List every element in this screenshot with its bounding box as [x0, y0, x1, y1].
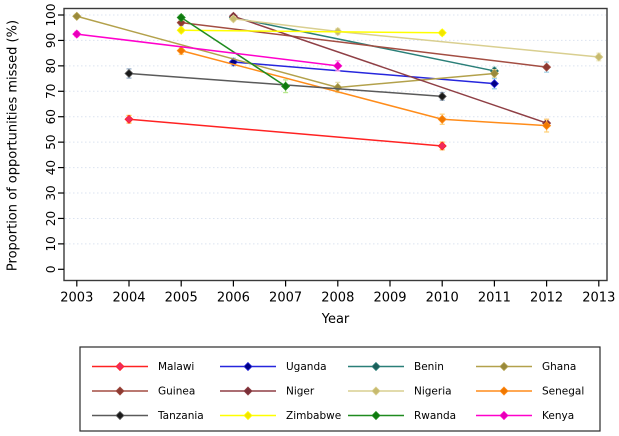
marker-senegal-2005	[176, 46, 186, 56]
marker-malawi-2004	[124, 114, 134, 124]
legend-box	[79, 346, 601, 432]
legend-item-ghana: Ghana	[476, 361, 576, 373]
legend-label: Zimbabwe	[286, 410, 341, 422]
legend-label: Kenya	[542, 410, 574, 422]
legend-swatch-marker	[243, 386, 253, 396]
x-axis-tick-label: 2012	[530, 291, 563, 306]
series-line-rwanda	[180, 16, 287, 87]
marker-uganda-2011	[489, 79, 499, 89]
legend-label: Benin	[414, 361, 444, 373]
y-axis-tick-label: 60	[44, 109, 58, 124]
y-axis-tick-label: 10	[44, 236, 58, 251]
x-axis-tick-label: 2003	[60, 291, 93, 306]
legend-swatch-marker	[499, 386, 509, 396]
legend-item-senegal: Senegal	[476, 386, 584, 398]
legend-item-guinea: Guinea	[92, 386, 195, 398]
marker-senegal-2010	[437, 114, 447, 124]
marker-ghana-2008	[333, 82, 343, 93]
marker-tanzania-2010	[437, 91, 447, 101]
legend-item-tanzania: Tanzania	[92, 410, 204, 422]
series-line-guinea	[181, 21, 547, 68]
y-axis-tick-label: 70	[44, 84, 58, 99]
legend-swatch-marker	[243, 361, 253, 372]
legend-item-nigeria: Nigeria	[348, 386, 452, 398]
y-axis-tick-label: 50	[44, 135, 58, 150]
legend-label: Uganda	[286, 361, 327, 373]
marker-senegal-2012	[542, 121, 552, 131]
legend-label: Ghana	[542, 361, 576, 373]
x-axis-tick-label: 2005	[165, 291, 198, 306]
legend-item-zimbabwe: Zimbabwe	[220, 410, 341, 422]
series-line-ghana	[76, 15, 495, 89]
series-line-niger	[233, 15, 547, 124]
marker-nigeria-2013	[594, 52, 604, 62]
legend-item-rwanda: Rwanda	[348, 410, 456, 422]
x-axis-tick-label: 2008	[321, 291, 354, 306]
legend-item-malawi: Malawi	[92, 361, 194, 373]
legend-item-uganda: Uganda	[220, 361, 327, 373]
x-axis-tick-label: 2009	[373, 291, 406, 306]
y-axis-title: Proportion of opportunities missed (%)	[5, 19, 21, 272]
legend-swatch-marker	[115, 386, 125, 396]
x-axis-tick-label: 2013	[582, 291, 615, 306]
legend-swatch-marker	[371, 386, 381, 396]
y-axis-tick-label: 40	[44, 160, 58, 175]
legend-label: Senegal	[542, 386, 584, 398]
x-axis-tick-label: 2007	[269, 291, 302, 306]
x-axis-tick-label: 2011	[478, 291, 511, 306]
y-axis-tick-label: 0	[44, 265, 58, 273]
series-line-malawi	[128, 118, 443, 147]
marker-ghana-2011	[489, 68, 499, 79]
y-axis-tick-label: 30	[44, 185, 58, 200]
legend-item-niger: Niger	[220, 386, 315, 398]
legend-swatch-marker	[115, 410, 125, 421]
x-axis-title: Year	[321, 312, 350, 327]
y-axis-tick-label: 80	[44, 58, 58, 73]
x-axis-tick-label: 2006	[217, 291, 250, 306]
y-axis-tick-label: 20	[44, 211, 58, 226]
x-axis-tick-label: 2004	[112, 291, 145, 306]
marker-zimbabwe-2005	[176, 25, 186, 35]
legend-swatch-marker	[371, 410, 381, 421]
marker-rwanda-2005	[176, 12, 186, 23]
marker-rwanda-2007	[281, 81, 291, 91]
x-axis-tick-label: 2010	[426, 291, 459, 306]
series-line-kenya	[76, 33, 338, 67]
legend-item-kenya: Kenya	[476, 410, 574, 422]
marker-kenya-2003	[72, 29, 82, 39]
legend-swatch-marker	[499, 410, 509, 421]
legend-swatch-marker	[243, 410, 253, 421]
legend-swatch-marker	[499, 361, 509, 372]
y-axis-tick-label: 100	[44, 4, 58, 27]
marker-nigeria-2006	[228, 14, 238, 24]
marker-kenya-2008	[333, 61, 343, 71]
marker-ghana-2003	[72, 11, 82, 21]
marker-tanzania-2004	[124, 68, 134, 79]
legend-label: Guinea	[158, 386, 195, 398]
legend-label: Malawi	[158, 361, 194, 373]
legend-swatch-marker	[115, 361, 125, 372]
marker-zimbabwe-2010	[437, 28, 447, 38]
legend-label: Niger	[286, 386, 315, 398]
legend-label: Rwanda	[414, 410, 456, 422]
series-line-zimbabwe	[181, 29, 443, 34]
legend-swatch-marker	[371, 361, 381, 372]
series-line-uganda	[233, 61, 495, 85]
marker-guinea-2012	[542, 62, 552, 72]
legend-item-benin: Benin	[348, 361, 444, 373]
legend-label: Nigeria	[414, 386, 452, 398]
marker-malawi-2010	[437, 141, 447, 151]
plot-border	[63, 7, 608, 282]
legend-label: Tanzania	[157, 410, 204, 422]
y-axis-tick-label: 90	[44, 33, 58, 48]
